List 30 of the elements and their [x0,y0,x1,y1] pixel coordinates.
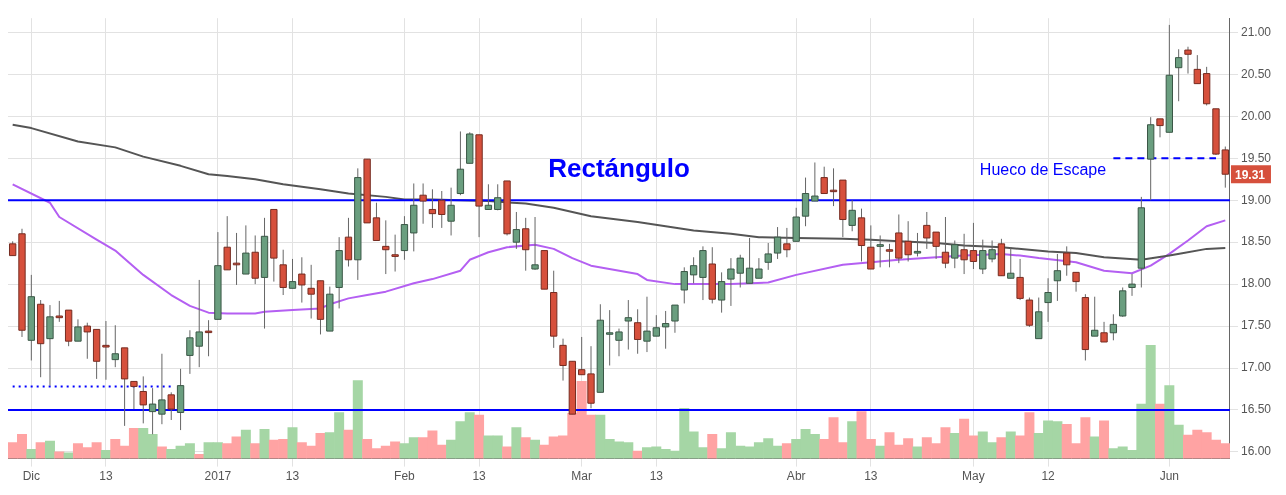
candlestick [615,328,623,357]
y-tick-label: 16.50 [1240,402,1272,417]
y-tick-label: 20.50 [1240,66,1272,81]
y-tick-label: 18.00 [1240,276,1272,291]
x-tick-label: Dic [22,469,40,484]
candlestick [158,353,166,425]
x-tick-label: 13 [472,469,487,484]
candlestick [391,234,399,273]
y-tick-label: 20.00 [1240,108,1272,123]
annotation: Hueco de Escape [979,160,1107,178]
y-tick-label: 17.00 [1240,360,1272,375]
y-tick-label: 19.00 [1240,192,1272,207]
x-tick-label: May [962,469,985,484]
x-tick-label: 13 [864,469,878,484]
x-tick-label: Mar [571,469,593,484]
x-tick-label: Feb [394,469,416,484]
x-tick-label: 2017 [204,469,232,484]
y-tick-label: 21.00 [1240,24,1272,39]
y-tick-label: 16.00 [1240,444,1272,459]
annotation: Rectángulo [548,153,690,184]
y-tick-label: 17.50 [1240,318,1272,333]
x-tick-label: 12 [1041,469,1056,484]
y-tick-label: 19.50 [1240,150,1272,165]
x-tick-label: 13 [99,469,113,484]
x-tick-label: Jun [1159,469,1180,484]
y-tick-label: 18.50 [1240,234,1272,249]
annotation: 19.31 [1234,167,1266,182]
x-tick-label: 13 [649,469,664,484]
x-tick-label: Abr [786,469,806,484]
x-tick-label: 13 [285,469,300,484]
